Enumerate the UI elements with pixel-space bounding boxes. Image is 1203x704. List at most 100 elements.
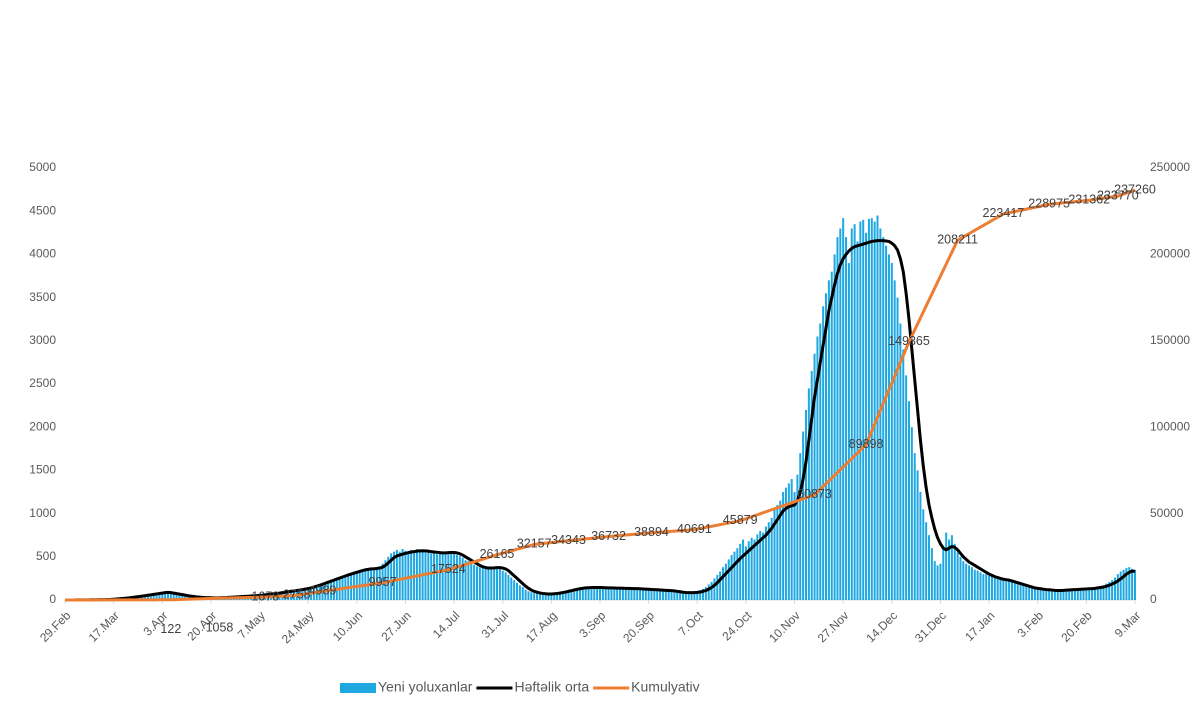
y2-tick-label: 0 xyxy=(1150,592,1157,606)
bar xyxy=(481,568,484,600)
bar xyxy=(1039,589,1042,600)
bar xyxy=(673,591,676,600)
bar xyxy=(747,541,750,600)
bar xyxy=(707,584,710,600)
bar xyxy=(172,594,175,600)
bar xyxy=(876,215,879,600)
bar xyxy=(890,263,893,600)
bar xyxy=(830,271,833,600)
bar xyxy=(667,590,670,600)
bar xyxy=(1036,589,1039,600)
bar xyxy=(1016,583,1019,600)
bar xyxy=(722,567,725,600)
data-label: 89898 xyxy=(849,437,884,451)
bar xyxy=(922,509,925,600)
bar xyxy=(538,593,541,600)
bar xyxy=(659,590,662,600)
bar xyxy=(1025,586,1028,600)
bar xyxy=(885,245,888,600)
bar xyxy=(807,388,810,600)
bar xyxy=(656,589,659,600)
y2-tick-label: 50000 xyxy=(1150,506,1184,520)
data-label: 228975 xyxy=(1028,197,1070,211)
bar xyxy=(178,594,181,600)
bar xyxy=(175,593,178,600)
bar xyxy=(387,556,390,600)
bar xyxy=(393,551,396,600)
bar xyxy=(767,522,770,600)
bar xyxy=(493,568,496,600)
bar xyxy=(395,549,398,600)
data-label: 32157 xyxy=(517,537,552,551)
bar xyxy=(762,532,765,600)
bar xyxy=(930,548,933,600)
bar xyxy=(919,492,922,600)
bar xyxy=(636,588,639,600)
y-tick-label: 0 xyxy=(49,592,56,606)
bar xyxy=(959,556,962,600)
bar xyxy=(550,593,553,600)
bar xyxy=(650,589,653,600)
data-label: 26165 xyxy=(480,547,515,561)
data-label: 237260 xyxy=(1114,182,1156,196)
bar xyxy=(158,593,161,600)
bar xyxy=(584,587,587,600)
bar xyxy=(965,563,968,600)
bar xyxy=(516,582,519,600)
bar xyxy=(1068,589,1071,600)
bar xyxy=(624,588,627,600)
bar xyxy=(736,548,739,600)
bar xyxy=(1113,577,1116,600)
bar xyxy=(590,587,593,600)
bar xyxy=(596,587,599,600)
bar xyxy=(1076,589,1079,600)
bar xyxy=(956,552,959,600)
bar xyxy=(1028,587,1031,600)
y-tick-label: 1000 xyxy=(29,506,56,520)
bar xyxy=(853,224,856,600)
bar xyxy=(1096,587,1099,600)
data-label: 1678 xyxy=(251,589,279,603)
bar xyxy=(985,574,988,600)
y-tick-label: 4000 xyxy=(29,247,56,261)
bar xyxy=(564,590,567,600)
bar xyxy=(587,587,590,600)
bar xyxy=(1111,580,1114,600)
bar xyxy=(1108,581,1111,600)
bar xyxy=(1065,590,1068,600)
bar xyxy=(510,577,513,600)
bar xyxy=(1085,588,1088,600)
bar xyxy=(690,592,693,600)
bar xyxy=(410,549,413,600)
bar xyxy=(161,591,164,600)
bar xyxy=(1071,589,1074,600)
data-label: 223417 xyxy=(983,206,1025,220)
bar xyxy=(933,561,936,600)
bar xyxy=(1022,585,1025,600)
bar xyxy=(556,592,559,600)
bar xyxy=(819,323,822,600)
bar xyxy=(865,232,868,601)
bar xyxy=(979,572,982,600)
bar xyxy=(619,587,622,600)
bar xyxy=(473,564,476,600)
bar xyxy=(799,453,802,600)
bar xyxy=(1005,580,1008,600)
data-label: 122 xyxy=(160,622,181,636)
bar xyxy=(407,551,410,600)
bar xyxy=(1133,569,1137,600)
bar xyxy=(988,575,991,600)
bar xyxy=(444,551,447,600)
bar xyxy=(155,594,158,600)
data-label: 34343 xyxy=(551,533,586,547)
bar xyxy=(181,595,184,600)
bar xyxy=(547,593,550,600)
bar xyxy=(693,591,696,600)
data-label: 2758 xyxy=(283,588,311,602)
bar xyxy=(455,555,458,600)
y-tick-label: 4500 xyxy=(29,203,56,217)
bar xyxy=(727,559,730,600)
bar xyxy=(968,565,971,600)
bar xyxy=(887,254,890,600)
bar xyxy=(478,567,481,600)
